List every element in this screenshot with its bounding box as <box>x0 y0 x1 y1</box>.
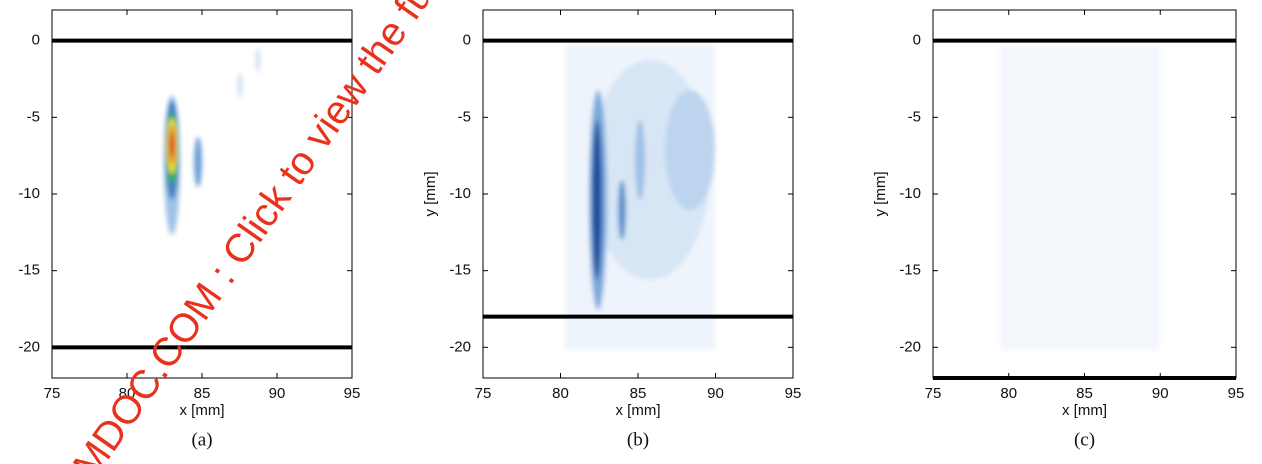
x-axis-label: x [mm] <box>616 402 661 419</box>
y-axis-label: y [mm] <box>872 172 889 217</box>
y-tick-label: -5 <box>458 108 471 125</box>
x-tick-label: 95 <box>785 385 802 402</box>
y-tick-label: -10 <box>18 185 40 202</box>
x-tick-label: 85 <box>194 385 211 402</box>
y-tick-label: -15 <box>18 262 40 279</box>
y-tick-label: -15 <box>449 262 471 279</box>
y-tick-label: 0 <box>32 32 40 49</box>
heat-image-a <box>164 48 260 235</box>
y-tick-label: -20 <box>899 338 921 355</box>
y-axis-label: y [mm] <box>422 172 439 217</box>
x-tick-label: 90 <box>1152 385 1169 402</box>
y-tick-label: 0 <box>913 32 921 49</box>
x-tick-label: 90 <box>707 385 724 402</box>
y-tick-label: -5 <box>908 108 921 125</box>
x-tick-label: 75 <box>44 385 61 402</box>
y-tick-label: -10 <box>449 185 471 202</box>
y-tick-label: -10 <box>899 185 921 202</box>
x-tick-label: 80 <box>119 385 136 402</box>
x-tick-label: 90 <box>269 385 286 402</box>
x-axis-label: x [mm] <box>180 402 225 419</box>
x-tick-label: 85 <box>630 385 647 402</box>
heat-image-b <box>565 45 715 350</box>
caption: (b) <box>627 429 649 450</box>
y-tick-label: -5 <box>27 108 40 125</box>
x-tick-label: 80 <box>1000 385 1017 402</box>
x-tick-label: 95 <box>1228 385 1245 402</box>
y-tick-label: -15 <box>899 262 921 279</box>
heat-image-c <box>1000 45 1160 350</box>
x-tick-label: 85 <box>1076 385 1093 402</box>
y-tick-label: 0 <box>463 32 471 49</box>
caption: (c) <box>1074 429 1095 450</box>
y-tick-label: -20 <box>449 338 471 355</box>
x-tick-label: 95 <box>344 385 361 402</box>
watermark: MDOC.COM : Click to view the fu <box>65 0 441 464</box>
x-tick-label: 75 <box>475 385 492 402</box>
x-tick-label: 75 <box>925 385 942 402</box>
x-tick-label: 80 <box>552 385 569 402</box>
caption: (a) <box>191 429 212 450</box>
y-tick-label: -20 <box>18 338 40 355</box>
x-axis-label: x [mm] <box>1062 402 1107 419</box>
